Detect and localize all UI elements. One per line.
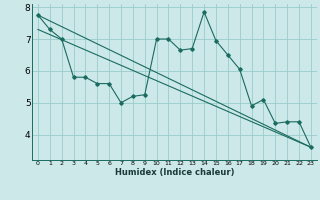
X-axis label: Humidex (Indice chaleur): Humidex (Indice chaleur) bbox=[115, 168, 234, 177]
